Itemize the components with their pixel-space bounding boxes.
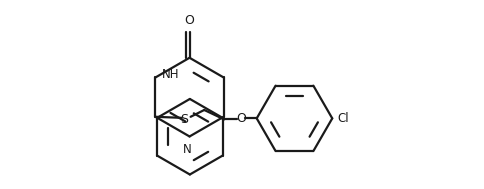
- Text: NH: NH: [162, 68, 179, 81]
- Text: O: O: [184, 14, 195, 27]
- Text: O: O: [236, 112, 246, 125]
- Text: N: N: [182, 143, 191, 156]
- Text: Cl: Cl: [337, 112, 349, 125]
- Text: S: S: [181, 113, 188, 126]
